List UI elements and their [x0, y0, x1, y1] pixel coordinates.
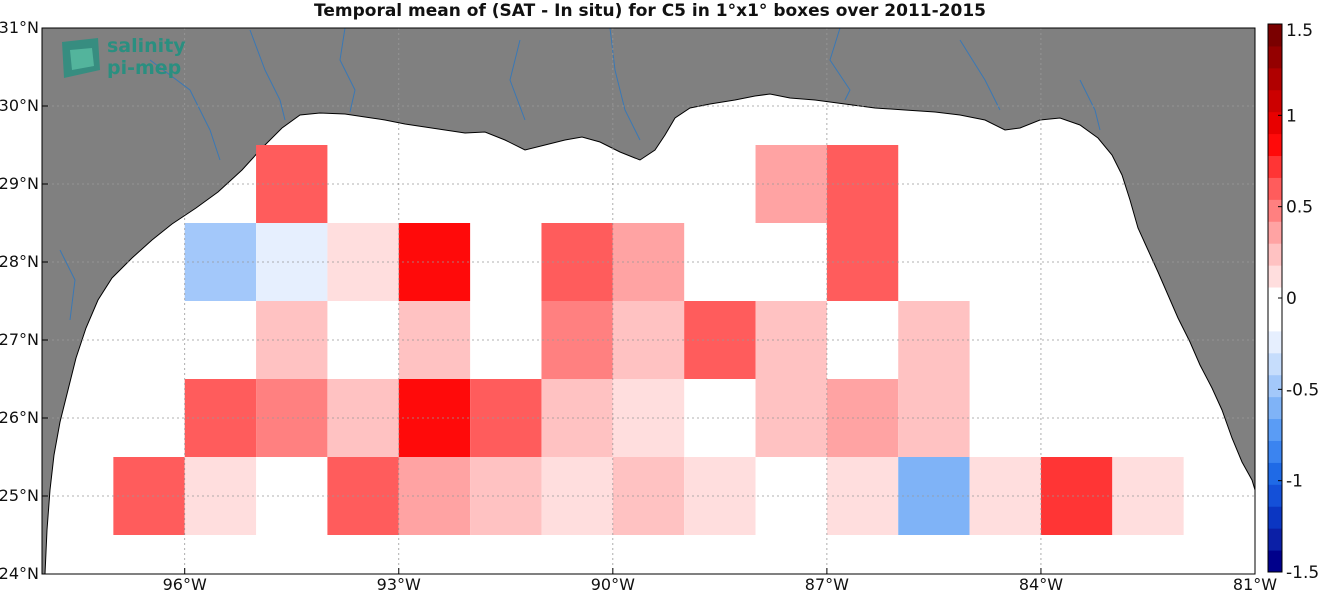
colorbar-tick-label: -0.5	[1286, 380, 1319, 400]
x-tick-label: 87°W	[805, 575, 849, 594]
map-frame	[41, 27, 1256, 575]
colorbar-segment	[1268, 462, 1282, 485]
rivers	[59, 28, 1101, 321]
colorbar-segment	[1268, 484, 1282, 507]
heatmap-cell	[684, 457, 756, 535]
y-tick-label: 31°N	[0, 18, 39, 37]
heatmap-cell	[398, 379, 471, 457]
heatmap-cell	[755, 301, 827, 379]
y-tick-label: 29°N	[0, 174, 39, 193]
colorbar-segment	[1268, 396, 1282, 420]
heatmap-cell	[470, 457, 542, 535]
colorbar-tick-label: 1.5	[1286, 21, 1313, 41]
heatmap-cell	[1040, 457, 1113, 535]
colorbar-segment	[1268, 199, 1282, 222]
colorbar-segment	[1268, 24, 1282, 47]
colorbar: 1.5 1 0.5 0 -0.5 -1 -1.5	[1267, 21, 1319, 583]
logo-line2: pi-mep	[107, 57, 181, 79]
colorbar-segment	[1268, 155, 1282, 178]
colorbar-segment	[1268, 265, 1282, 288]
heatmap-cell	[256, 145, 328, 223]
colorbar-segment	[1268, 308, 1282, 332]
colorbar-segment	[1268, 89, 1282, 113]
heatmap-cell	[256, 379, 328, 457]
colorbar-segment	[1268, 550, 1282, 573]
heatmap-cell	[470, 379, 542, 457]
logo-line1: salinity	[107, 35, 186, 57]
y-tick-label: 26°N	[0, 408, 39, 427]
colorbar-segment	[1268, 506, 1282, 529]
y-tick-label: 30°N	[0, 96, 39, 115]
x-tick-label: 93°W	[377, 575, 421, 594]
y-tick-label: 28°N	[0, 252, 39, 271]
y-tick-label: 24°N	[0, 564, 39, 583]
colorbar-tick-label: 0	[1286, 289, 1297, 309]
colorbar-segment	[1268, 133, 1282, 157]
logo: salinity pi-mep	[62, 35, 186, 79]
y-tick-label: 27°N	[0, 330, 39, 349]
heatmap-cell	[398, 457, 471, 535]
colorbar-tick-label: -1	[1286, 472, 1303, 492]
heatmap-cell	[684, 301, 756, 379]
x-axis-ticks: 96°W 93°W 90°W 87°W 84°W 81°W	[163, 568, 1277, 594]
colorbar-segment	[1268, 45, 1282, 69]
heatmap-cell	[184, 457, 257, 535]
colorbar-segment	[1268, 374, 1282, 398]
heatmap-cell	[755, 379, 827, 457]
x-tick-label: 81°W	[1233, 575, 1277, 594]
heatmap-cell	[969, 457, 1041, 535]
heatmap-cell	[256, 223, 328, 301]
heatmap-cell	[184, 223, 257, 301]
heatmap-cell	[755, 145, 827, 223]
colorbar-segment	[1268, 440, 1282, 463]
colorbar-segment	[1268, 287, 1282, 310]
colorbar-segment	[1268, 221, 1282, 244]
colorbar-segment	[1268, 67, 1282, 91]
heatmap-cell	[113, 457, 185, 535]
heatmap-cell	[256, 301, 328, 379]
colorbar-tick-label: 0.5	[1286, 198, 1313, 218]
heatmap-cell	[398, 223, 471, 301]
land-mass	[42, 28, 1255, 574]
colorbar-segment	[1268, 243, 1282, 266]
colorbar-segment	[1268, 177, 1282, 200]
x-tick-label: 96°W	[163, 575, 207, 594]
colorbar-segment	[1268, 111, 1282, 135]
x-tick-label: 90°W	[591, 575, 635, 594]
chart-title: Temporal mean of (SAT - In situ) for C5 …	[314, 1, 986, 21]
heatmap-cell	[398, 301, 471, 379]
colorbar-segment	[1268, 352, 1282, 376]
x-tick-label: 84°W	[1019, 575, 1063, 594]
colorbar-tick-label: 1	[1286, 106, 1297, 126]
colorbar-tick-label: -1.5	[1286, 563, 1319, 583]
y-axis-ticks: 24°N 25°N 26°N 27°N 28°N 29°N 30°N 31°N	[0, 18, 48, 583]
colorbar-segment	[1268, 528, 1282, 551]
heatmap-cell	[184, 379, 257, 457]
y-tick-label: 25°N	[0, 486, 39, 505]
colorbar-segment	[1268, 418, 1282, 441]
colorbar-segment	[1268, 330, 1282, 354]
